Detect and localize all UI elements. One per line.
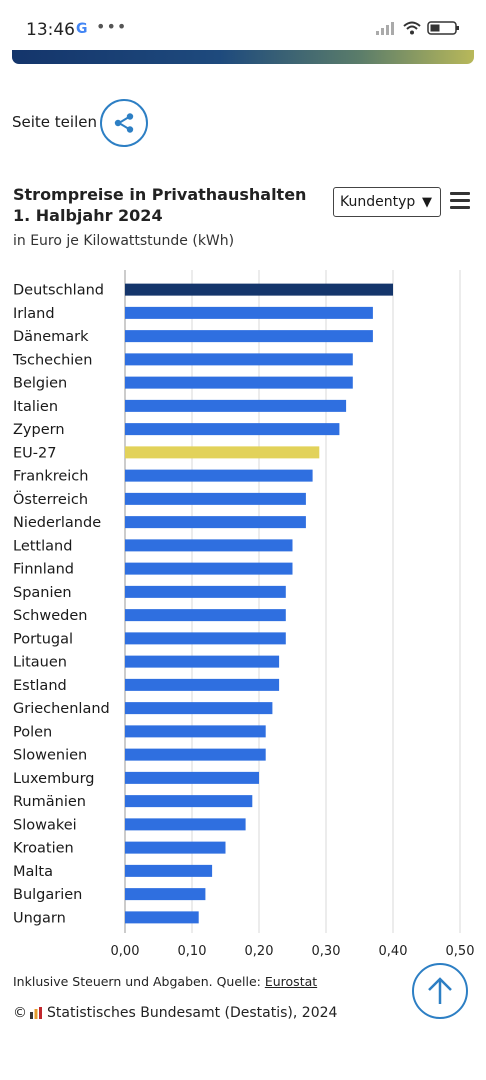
bar-dänemark[interactable] <box>125 330 373 343</box>
bar-kroatien[interactable] <box>125 841 226 854</box>
bar-niederlande[interactable] <box>125 516 306 529</box>
category-label: Estland <box>13 678 67 694</box>
chart-footnote: Inklusive Steuern und Abgaben. Quelle: E… <box>13 974 317 989</box>
bar-chart: 0,00 0,10 0,20 0,30 0,40 0,50 Deutschland Irlan… <box>12 270 475 959</box>
share-button[interactable] <box>100 99 148 147</box>
signal-icon <box>376 22 394 35</box>
arrow-up-icon <box>428 977 452 1004</box>
google-icon: G <box>76 21 88 37</box>
dropdown-label: Kundentyp <box>340 194 416 210</box>
category-label: Rumänien <box>13 794 86 810</box>
chart-subtitle: in Euro je Kilowattstunde (kWh) <box>13 233 235 249</box>
footnote-text: Inklusive Steuern und Abgaben. Quelle: <box>13 974 265 989</box>
x-tick-label: 0,50 <box>446 944 475 959</box>
x-tick-label: 0,30 <box>312 944 341 959</box>
battery-icon <box>427 21 459 35</box>
share-icon <box>114 113 134 133</box>
category-label: Luxemburg <box>13 771 95 787</box>
category-label: Irland <box>13 306 55 322</box>
status-bar: 13:46 G ••• <box>0 0 486 52</box>
category-label: Portugal <box>13 631 73 647</box>
bar-luxemburg[interactable] <box>125 771 259 784</box>
category-label: Deutschland <box>13 283 104 299</box>
bar-portugal[interactable] <box>125 632 286 645</box>
bar-irland[interactable] <box>125 306 373 319</box>
bar-schweden[interactable] <box>125 609 286 622</box>
copyright-symbol: © <box>13 1005 27 1021</box>
bar-belgien[interactable] <box>125 376 353 389</box>
destatis-logo-icon <box>30 1007 42 1019</box>
category-label: Italien <box>13 399 58 415</box>
chart-title-line1: Strompreise in Privathaushalten <box>13 185 307 204</box>
wifi-icon <box>403 21 421 35</box>
category-label: Ungarn <box>13 910 66 926</box>
bar-finnland[interactable] <box>125 562 293 575</box>
category-label: Schweden <box>13 608 87 624</box>
category-label: Zypern <box>13 422 65 438</box>
dropdown-arrow-icon: ▼ <box>422 194 432 210</box>
bar-deutschland[interactable] <box>125 283 393 296</box>
more-notifications-icon: ••• <box>96 17 128 36</box>
chart-title: Strompreise in Privathaushalten 1. Halbj… <box>13 184 313 226</box>
category-label: EU-27 <box>13 445 56 461</box>
bar-lettland[interactable] <box>125 539 293 552</box>
bar-litauen[interactable] <box>125 655 280 668</box>
chart-title-line2: 1. Halbjahr 2024 <box>13 206 163 225</box>
category-label: Niederlande <box>13 515 101 531</box>
bar-rumänien[interactable] <box>125 795 253 808</box>
bar-slowenien[interactable] <box>125 748 266 761</box>
category-label: Finnland <box>13 562 74 578</box>
credit-text: Statistisches Bundesamt (Destatis), 2024 <box>47 1005 338 1021</box>
category-label: Bulgarien <box>13 887 82 903</box>
bar-frankreich[interactable] <box>125 469 313 482</box>
eurostat-link[interactable]: Eurostat <box>264 974 318 989</box>
category-label: Slowenien <box>13 748 87 764</box>
x-tick-label: 0,20 <box>245 944 274 959</box>
bar-spanien[interactable] <box>125 585 286 598</box>
bar-tschechien[interactable] <box>125 353 353 366</box>
category-label: Dänemark <box>13 329 89 345</box>
category-label: Litauen <box>13 655 67 671</box>
category-label: Malta <box>13 864 53 880</box>
category-label: Slowakei <box>13 817 77 833</box>
bar-eu-27[interactable] <box>125 446 320 459</box>
bar-bulgarien[interactable] <box>125 888 206 901</box>
bar-slowakei[interactable] <box>125 818 246 831</box>
category-label: Spanien <box>13 585 72 601</box>
category-label: Frankreich <box>13 469 88 485</box>
category-label: Kroatien <box>13 841 74 857</box>
header-banner <box>12 50 474 64</box>
bar-zypern[interactable] <box>125 423 340 436</box>
bar-polen[interactable] <box>125 725 266 738</box>
x-tick-label: 0,10 <box>178 944 207 959</box>
bar-estland[interactable] <box>125 678 280 691</box>
category-label: Belgien <box>13 376 67 392</box>
hamburger-menu-icon[interactable] <box>450 192 470 210</box>
share-label: Seite teilen <box>12 113 97 131</box>
bar-griechenland[interactable] <box>125 702 273 715</box>
x-tick-label: 0,00 <box>111 944 140 959</box>
bar-italien[interactable] <box>125 399 347 412</box>
customer-type-dropdown[interactable]: Kundentyp ▼ <box>333 187 441 217</box>
status-time: 13:46 <box>26 20 75 40</box>
bar-österreich[interactable] <box>125 492 306 505</box>
bar-malta[interactable] <box>125 864 213 877</box>
category-label: Tschechien <box>12 352 92 368</box>
bar-ungarn[interactable] <box>125 911 199 924</box>
status-icons <box>376 20 460 40</box>
chart-credit: © Statistisches Bundesamt (Destatis), 20… <box>13 1005 337 1021</box>
x-tick-label: 0,40 <box>379 944 408 959</box>
category-label: Lettland <box>13 538 72 554</box>
category-label: Polen <box>13 724 52 740</box>
category-label: Österreich <box>13 490 88 508</box>
category-label: Griechenland <box>13 701 110 717</box>
scroll-to-top-button[interactable] <box>412 963 468 1019</box>
